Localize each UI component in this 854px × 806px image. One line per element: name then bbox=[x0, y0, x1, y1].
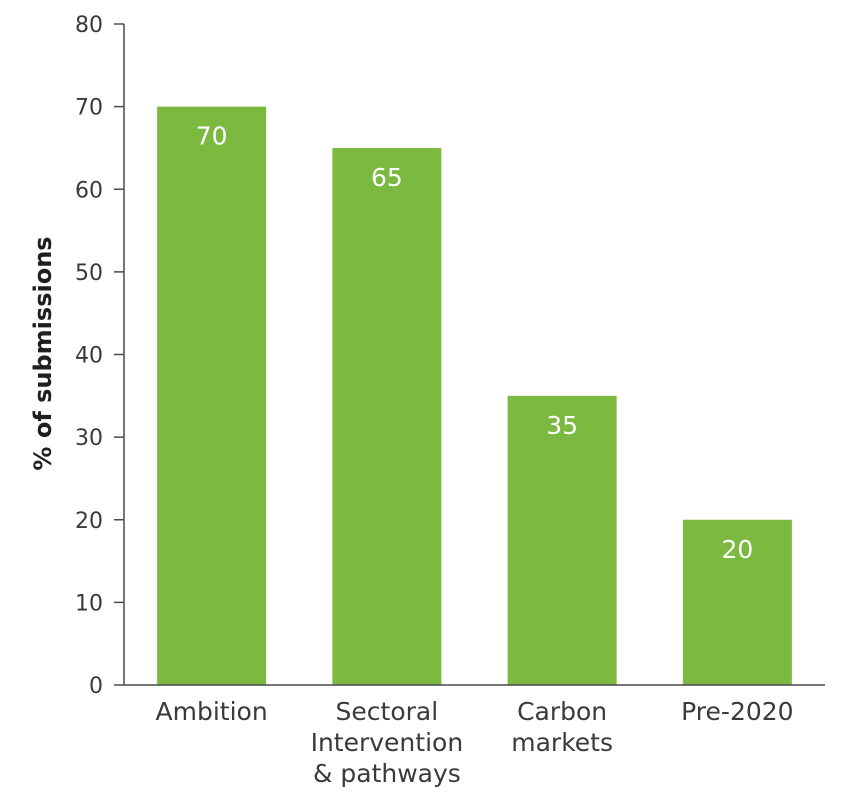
x-category-label: Pre-2020 bbox=[681, 697, 793, 726]
y-tick-label: 0 bbox=[89, 674, 103, 699]
bars-group bbox=[157, 106, 792, 685]
y-tick-label: 10 bbox=[75, 591, 103, 616]
y-ticks-group: 0 10 20 30 40 50 60 70 80 bbox=[75, 13, 124, 699]
bar-value-label: 65 bbox=[371, 163, 403, 192]
y-axis-title: % of submissions bbox=[29, 236, 57, 470]
bar bbox=[157, 106, 267, 685]
x-category-label: Carbon markets bbox=[511, 697, 613, 757]
bar bbox=[332, 147, 442, 685]
y-tick-label: 60 bbox=[75, 178, 103, 203]
bar-value-label: 70 bbox=[196, 122, 228, 151]
x-category-label: Ambition bbox=[156, 697, 268, 726]
bar-value-label: 35 bbox=[546, 411, 578, 440]
y-tick-label: 80 bbox=[75, 13, 103, 38]
x-category-label: Sectoral Intervention & pathways bbox=[311, 697, 464, 788]
data-labels-group: 70 65 35 20 bbox=[196, 122, 754, 564]
y-tick-label: 40 bbox=[75, 344, 103, 369]
x-labels-group: Ambition Sectoral Intervention & pathways Ca… bbox=[156, 697, 794, 788]
bar-value-label: 20 bbox=[721, 535, 753, 564]
bar bbox=[507, 395, 617, 685]
y-tick-label: 30 bbox=[75, 426, 103, 451]
y-tick-label: 70 bbox=[75, 96, 103, 121]
y-tick-label: 20 bbox=[75, 509, 103, 534]
bar bbox=[682, 519, 792, 685]
y-tick-label: 50 bbox=[75, 261, 103, 286]
